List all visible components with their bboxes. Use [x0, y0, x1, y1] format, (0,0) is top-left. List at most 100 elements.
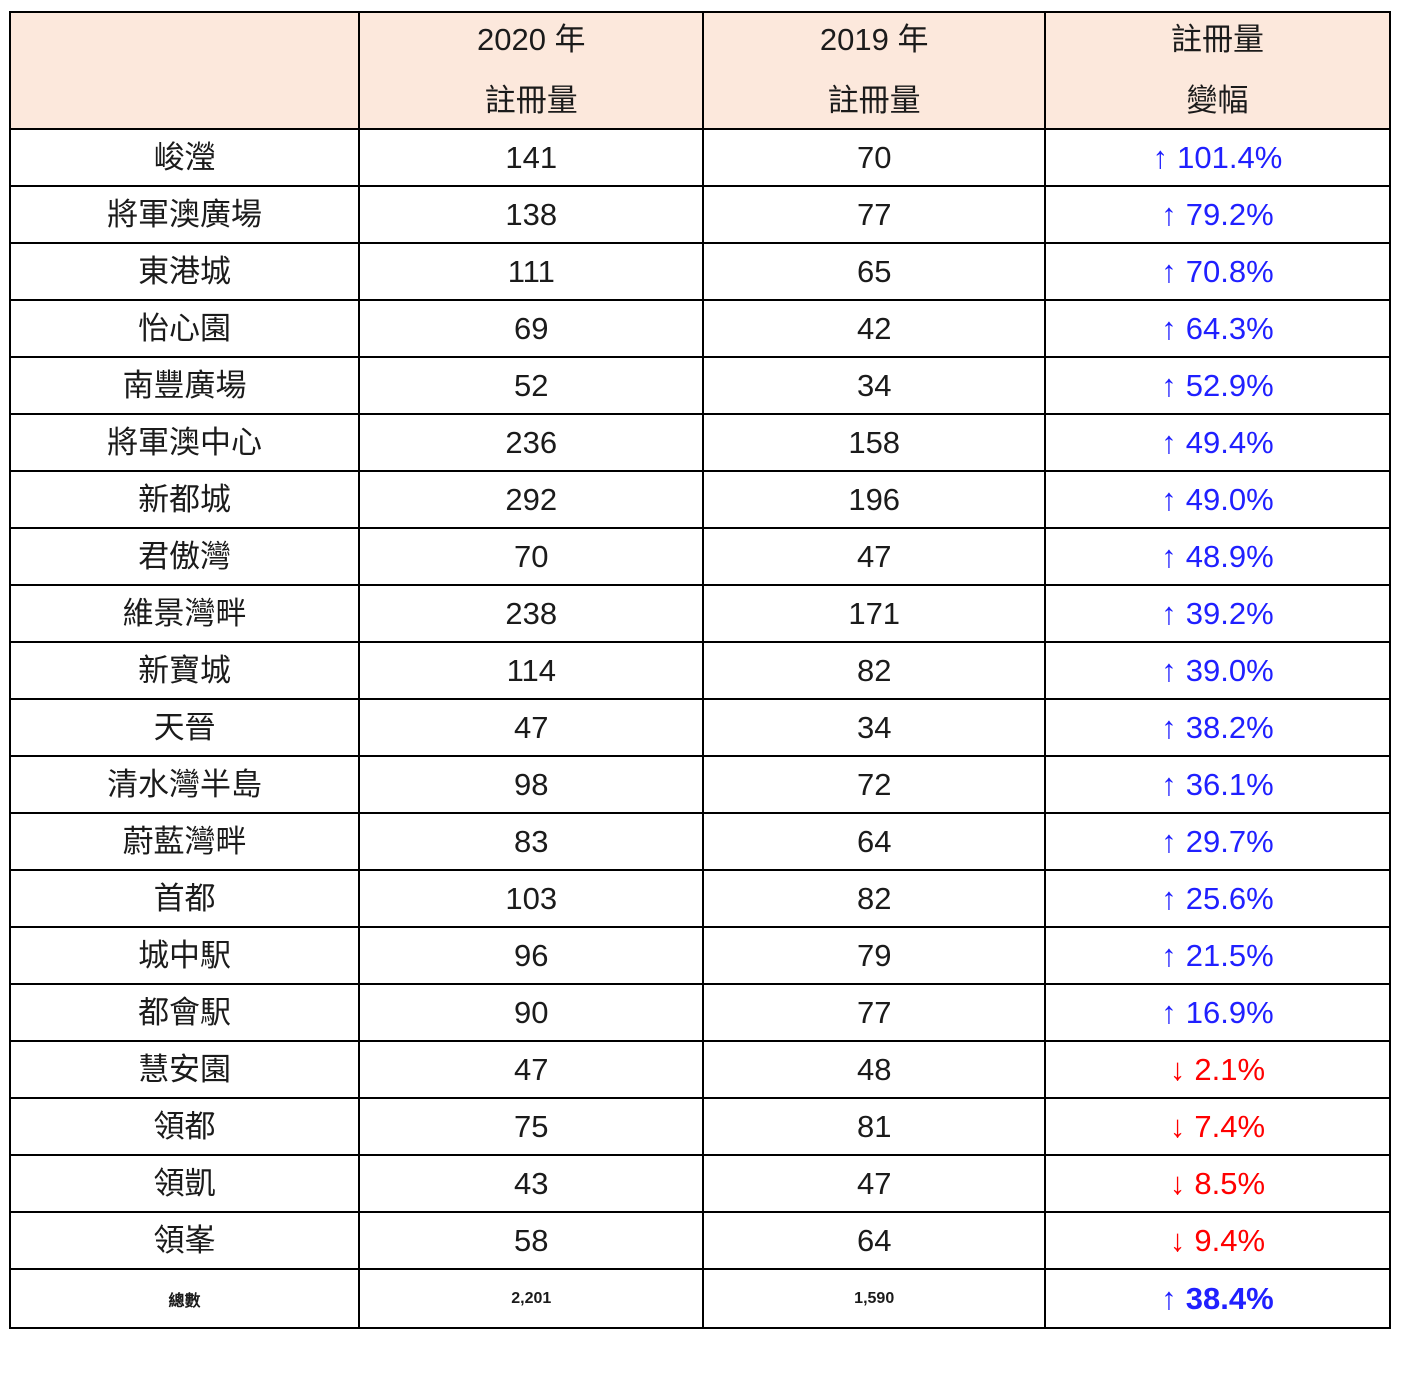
up-arrow-icon: ↑	[1161, 482, 1177, 517]
change-value: 48.9%	[1185, 539, 1274, 574]
change-value: 9.4%	[1194, 1223, 1266, 1258]
estate-name-cell: 蔚藍灣畔	[8, 812, 361, 871]
registration-volume-table: 2020 年 註冊量 2019 年 註冊量 註冊量 變幅 峻瀅 141 70 ↑…	[8, 11, 1392, 1329]
header-change-line2: 變幅	[1186, 82, 1249, 118]
value-2019-cell: 64	[702, 812, 1046, 871]
table-row: 領峯 58 64 ↓ 9.4%	[8, 1211, 1392, 1270]
table-row: 新都城 292 196 ↑ 49.0%	[8, 470, 1392, 529]
total-label-cell: 總數	[8, 1268, 361, 1329]
change-value: 29.7%	[1185, 824, 1274, 859]
estate-name-cell: 東港城	[8, 242, 361, 301]
value-2020-cell: 69	[358, 299, 705, 358]
estate-name-cell: 都會駅	[8, 983, 361, 1042]
value-2019-cell: 34	[702, 356, 1046, 415]
table-row: 領凱 43 47 ↓ 8.5%	[8, 1154, 1392, 1213]
table-row: 南豐廣場 52 34 ↑ 52.9%	[8, 356, 1392, 415]
up-arrow-icon: ↑	[1161, 1280, 1177, 1316]
change-value: 101.4%	[1177, 140, 1283, 175]
change-value: 7.4%	[1194, 1109, 1266, 1144]
change-cell: ↑ 39.2%	[1043, 584, 1392, 643]
table-row: 維景灣畔 238 171 ↑ 39.2%	[8, 584, 1392, 643]
header-2019-line2: 註冊量	[827, 82, 921, 118]
value-2020-cell: 138	[358, 185, 705, 244]
down-arrow-icon: ↓	[1169, 1109, 1186, 1144]
value-2019-cell: 171	[702, 584, 1046, 643]
value-2019-cell: 196	[702, 470, 1046, 529]
value-2019-cell: 77	[702, 983, 1046, 1042]
change-cell: ↑ 16.9%	[1043, 983, 1392, 1042]
estate-name-cell: 首都	[8, 869, 361, 928]
estate-name-cell: 將軍澳中心	[8, 413, 361, 472]
value-2019-cell: 82	[702, 641, 1046, 700]
change-cell: ↑ 79.2%	[1043, 185, 1392, 244]
change-cell: ↑ 38.2%	[1043, 698, 1392, 757]
value-2020-cell: 111	[358, 242, 705, 301]
estate-name-cell: 南豐廣場	[8, 356, 361, 415]
change-cell: ↑ 52.9%	[1043, 356, 1392, 415]
value-2019-cell: 47	[702, 527, 1046, 586]
value-2019-cell: 82	[702, 869, 1046, 928]
header-change-cell: 註冊量 變幅	[1043, 11, 1392, 130]
value-2020-cell: 114	[358, 641, 705, 700]
table-row: 城中駅 96 79 ↑ 21.5%	[8, 926, 1392, 985]
change-cell: ↑ 70.8%	[1043, 242, 1392, 301]
estate-name-cell: 維景灣畔	[8, 584, 361, 643]
estate-name-cell: 將軍澳廣場	[8, 185, 361, 244]
change-value: 38.2%	[1185, 710, 1274, 745]
up-arrow-icon: ↑	[1161, 425, 1177, 460]
table-row: 將軍澳中心 236 158 ↑ 49.4%	[8, 413, 1392, 472]
estate-name-cell: 峻瀅	[8, 128, 361, 187]
change-value: 64.3%	[1185, 311, 1274, 346]
up-arrow-icon: ↑	[1161, 254, 1177, 289]
change-value: 49.0%	[1185, 482, 1274, 517]
change-value: 39.2%	[1185, 596, 1274, 631]
value-2019-cell: 47	[702, 1154, 1046, 1213]
change-value: 16.9%	[1185, 995, 1274, 1030]
header-row: 2020 年 註冊量 2019 年 註冊量 註冊量 變幅	[8, 11, 1392, 130]
change-value: 49.4%	[1185, 425, 1274, 460]
table-row: 峻瀅 141 70 ↑ 101.4%	[8, 128, 1392, 187]
change-cell: ↓ 2.1%	[1043, 1040, 1392, 1099]
estate-name-cell: 新都城	[8, 470, 361, 529]
change-value: 21.5%	[1185, 938, 1274, 973]
value-2020-cell: 43	[358, 1154, 705, 1213]
estate-name-cell: 天晉	[8, 698, 361, 757]
change-cell: ↓ 9.4%	[1043, 1211, 1392, 1270]
change-cell: ↑ 21.5%	[1043, 926, 1392, 985]
change-cell: ↑ 49.0%	[1043, 470, 1392, 529]
value-2020-cell: 47	[358, 1040, 705, 1099]
table-row: 慧安園 47 48 ↓ 2.1%	[8, 1040, 1392, 1099]
table-row: 君傲灣 70 47 ↑ 48.9%	[8, 527, 1392, 586]
change-value: 36.1%	[1185, 767, 1274, 802]
table-row: 東港城 111 65 ↑ 70.8%	[8, 242, 1392, 301]
value-2020-cell: 96	[358, 926, 705, 985]
up-arrow-icon: ↑	[1161, 881, 1177, 916]
value-2020-cell: 75	[358, 1097, 705, 1156]
estate-name-cell: 領凱	[8, 1154, 361, 1213]
registration-table-container: 2020 年 註冊量 2019 年 註冊量 註冊量 變幅 峻瀅 141 70 ↑…	[8, 11, 1392, 1329]
estate-name-cell: 怡心園	[8, 299, 361, 358]
value-2020-cell: 238	[358, 584, 705, 643]
change-value: 70.8%	[1185, 254, 1274, 289]
value-2020-cell: 58	[358, 1211, 705, 1270]
estate-name-cell: 領都	[8, 1097, 361, 1156]
estate-name-cell: 慧安園	[8, 1040, 361, 1099]
value-2020-cell: 52	[358, 356, 705, 415]
change-cell: ↑ 101.4%	[1043, 128, 1392, 187]
up-arrow-icon: ↑	[1161, 767, 1177, 802]
table-row: 新寶城 114 82 ↑ 39.0%	[8, 641, 1392, 700]
change-value: 8.5%	[1194, 1166, 1266, 1201]
value-2019-cell: 42	[702, 299, 1046, 358]
table-row: 都會駅 90 77 ↑ 16.9%	[8, 983, 1392, 1042]
value-2019-cell: 64	[702, 1211, 1046, 1270]
header-change-line1: 註冊量	[1170, 22, 1264, 58]
table-row: 將軍澳廣場 138 77 ↑ 79.2%	[8, 185, 1392, 244]
up-arrow-icon: ↑	[1161, 653, 1177, 688]
header-2020-cell: 2020 年 註冊量	[358, 11, 705, 130]
value-2019-cell: 77	[702, 185, 1046, 244]
change-value: 39.0%	[1185, 653, 1274, 688]
up-arrow-icon: ↑	[1161, 938, 1177, 973]
table-row: 領都 75 81 ↓ 7.4%	[8, 1097, 1392, 1156]
value-2020-cell: 103	[358, 869, 705, 928]
up-arrow-icon: ↑	[1161, 710, 1177, 745]
